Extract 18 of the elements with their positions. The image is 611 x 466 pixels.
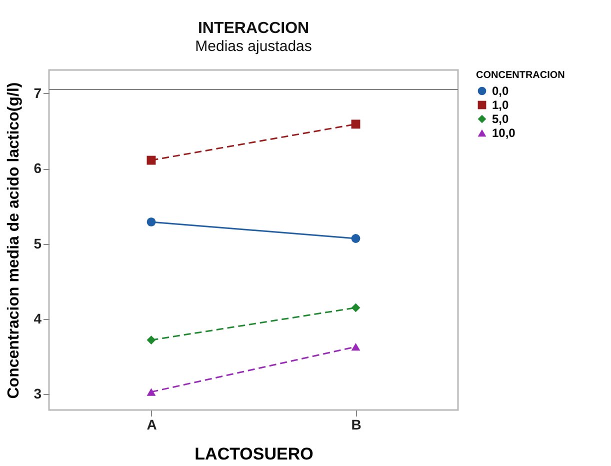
y-tick-label: 7	[34, 84, 42, 101]
legend-title: CONCENTRACION	[476, 70, 565, 81]
y-tick-label: 6	[34, 160, 42, 176]
legend-label: 5,0	[492, 112, 510, 126]
point	[351, 120, 360, 129]
legend-label: 0,0	[492, 84, 510, 98]
y-tick-label: 5	[34, 235, 42, 252]
chart-subtitle: Medias ajustadas	[195, 38, 312, 55]
y-tick-label: 4	[34, 310, 42, 326]
x-tick-label: B	[351, 416, 362, 432]
legend-label: 1,0	[492, 98, 510, 112]
legend-label: 10,0	[492, 126, 516, 140]
y-axis-title: Concentracion media de acido lactico(g/l)	[6, 82, 23, 399]
y-tick-label: 3	[34, 386, 42, 402]
point	[351, 303, 360, 312]
x-axis-title: LACTOSUERO	[194, 444, 314, 464]
x-tick-label: A	[146, 416, 157, 432]
chart-title: INTERACCION	[198, 20, 310, 37]
